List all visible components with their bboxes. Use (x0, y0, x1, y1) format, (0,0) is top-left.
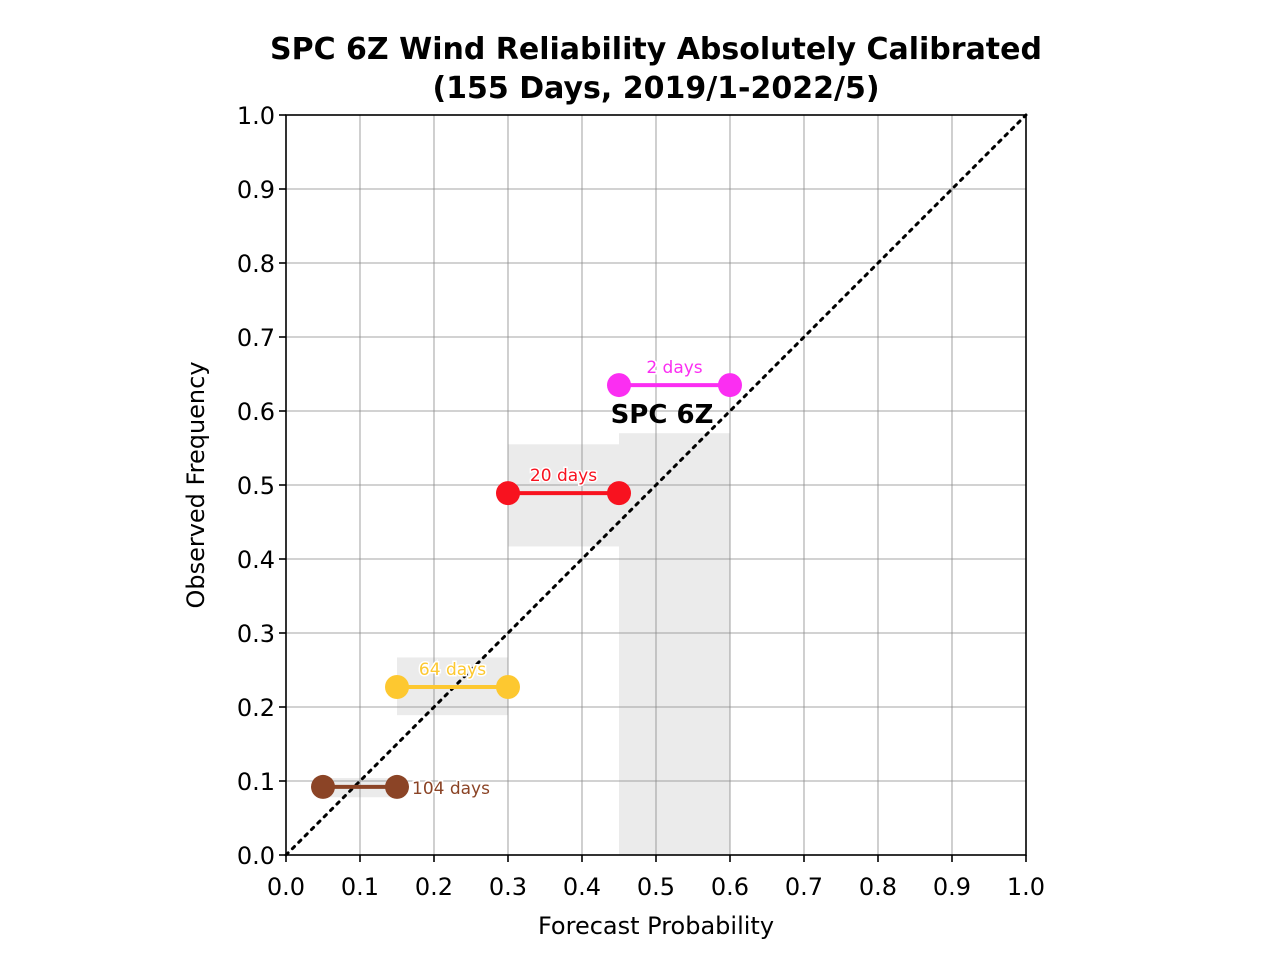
x-tick-label: 0.2 (415, 873, 453, 901)
chart-title: SPC 6Z Wind Reliability Absolutely Calib… (270, 32, 1042, 67)
series-group: 104 days 64 days 20 days 2 days (311, 357, 742, 800)
model-label: SPC 6Z (611, 400, 714, 430)
y-tick-label: 0.8 (237, 250, 275, 278)
x-axis-label: Forecast Probability (538, 912, 774, 940)
y-axis-ticks: 0.0 0.1 0.2 0.3 0.4 0.5 0.6 0.7 0.8 0.9 1.0 (237, 102, 286, 870)
x-tick-label: 0.9 (933, 873, 971, 901)
series-marker-end-4 (718, 373, 742, 398)
y-tick-label: 0.9 (237, 176, 275, 204)
y-tick-label: 0.6 (237, 398, 275, 426)
x-axis-ticks: 0.0 0.1 0.2 0.3 0.4 0.5 0.6 0.7 0.8 0.9 1.0 (267, 855, 1045, 901)
x-tick-label: 1.0 (1007, 873, 1045, 901)
x-tick-label: 0.8 (859, 873, 897, 901)
series-count-label-1: 104 days (412, 779, 490, 799)
y-tick-label: 0.2 (237, 694, 275, 722)
series-marker-start-2 (385, 675, 409, 700)
x-tick-label: 0.4 (563, 873, 601, 901)
uncertainty-box-4 (619, 433, 730, 855)
series-marker-end-3 (607, 481, 631, 506)
x-tick-label: 0.0 (267, 873, 305, 901)
series-count-label-4: 2 days (646, 358, 702, 378)
diagonal-line (284, 113, 1028, 857)
y-tick-label: 0.7 (237, 324, 275, 352)
series-marker-start-4 (607, 373, 631, 398)
y-tick-label: 0.4 (237, 546, 275, 574)
y-tick-label: 0.3 (237, 620, 275, 648)
series-marker-start-3 (496, 481, 520, 506)
series-marker-end-2 (496, 675, 520, 700)
series-marker-end-1 (385, 774, 409, 799)
chart-subtitle: (155 Days, 2019/1-2022/5) (432, 71, 879, 106)
y-tick-label: 1.0 (237, 102, 275, 130)
series-count-label-2: 64 days (419, 660, 486, 680)
y-tick-label: 0.0 (237, 842, 275, 870)
y-axis-label: Observed Frequency (182, 361, 210, 608)
x-tick-label: 0.3 (489, 873, 527, 901)
x-tick-label: 0.6 (711, 873, 749, 901)
x-tick-label: 0.5 (637, 873, 675, 901)
y-tick-label: 0.1 (237, 768, 275, 796)
y-tick-label: 0.5 (237, 472, 275, 500)
uncertainty-box-3 (508, 444, 619, 547)
perfect-reliability-line (284, 113, 1028, 857)
series-count-label-3: 20 days (530, 466, 597, 486)
x-tick-label: 0.7 (785, 873, 823, 901)
x-tick-label: 0.1 (341, 873, 379, 901)
series-marker-start-1 (311, 774, 335, 799)
uncertainty-boxes (323, 433, 730, 855)
